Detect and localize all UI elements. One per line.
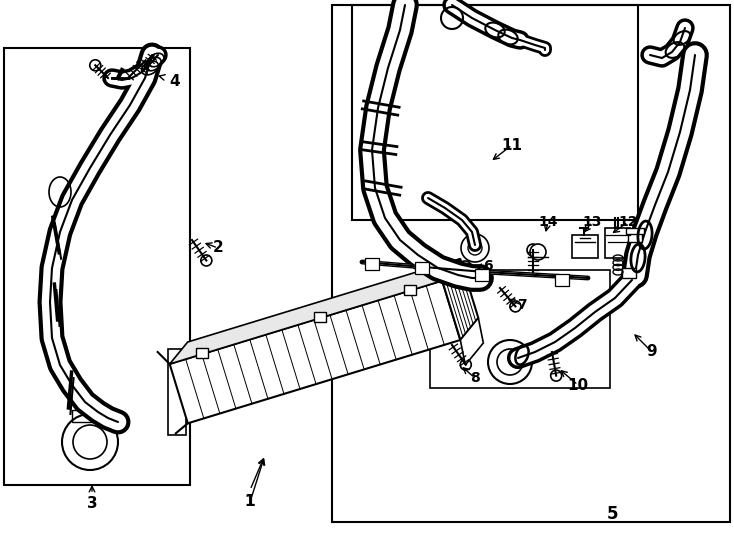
Circle shape xyxy=(406,283,413,290)
Circle shape xyxy=(73,425,107,459)
Circle shape xyxy=(461,264,469,272)
Circle shape xyxy=(497,349,523,375)
Circle shape xyxy=(468,241,482,255)
Circle shape xyxy=(510,301,521,312)
Bar xyxy=(404,285,415,295)
Text: 9: 9 xyxy=(647,345,658,360)
Bar xyxy=(72,410,108,422)
Polygon shape xyxy=(460,318,483,365)
Bar xyxy=(4,48,190,485)
Circle shape xyxy=(527,244,539,256)
Text: 8: 8 xyxy=(470,371,480,385)
Bar xyxy=(628,232,642,242)
Polygon shape xyxy=(442,259,479,340)
Circle shape xyxy=(488,340,532,384)
Circle shape xyxy=(201,255,212,266)
Circle shape xyxy=(148,51,159,60)
Bar xyxy=(626,228,644,234)
Circle shape xyxy=(461,234,489,262)
Bar xyxy=(572,235,598,258)
Circle shape xyxy=(369,261,375,267)
Circle shape xyxy=(62,414,118,470)
Text: 7: 7 xyxy=(517,298,527,312)
Bar xyxy=(313,312,326,322)
Circle shape xyxy=(559,277,565,283)
Circle shape xyxy=(199,347,206,354)
Circle shape xyxy=(141,55,150,65)
Bar xyxy=(555,274,569,286)
Circle shape xyxy=(316,310,323,318)
Polygon shape xyxy=(170,281,460,423)
Circle shape xyxy=(530,244,546,260)
Text: 2: 2 xyxy=(213,240,223,255)
Bar xyxy=(430,270,610,388)
Text: 1: 1 xyxy=(244,495,255,510)
Bar xyxy=(605,228,630,258)
Text: 4: 4 xyxy=(170,75,181,90)
Text: 1: 1 xyxy=(244,495,255,510)
Bar xyxy=(365,258,379,270)
Bar xyxy=(168,349,186,435)
Circle shape xyxy=(458,261,472,275)
Polygon shape xyxy=(170,259,460,364)
Circle shape xyxy=(419,265,425,271)
Bar xyxy=(475,269,489,281)
Text: 3: 3 xyxy=(87,496,98,511)
Bar xyxy=(352,5,638,220)
Text: 13: 13 xyxy=(582,215,602,229)
Circle shape xyxy=(460,359,471,370)
Bar xyxy=(197,348,208,358)
Bar xyxy=(415,262,429,274)
Text: 5: 5 xyxy=(606,505,618,523)
Bar xyxy=(622,268,636,278)
Text: 6: 6 xyxy=(483,259,493,273)
Text: 11: 11 xyxy=(501,138,523,152)
Text: 14: 14 xyxy=(538,215,558,229)
Circle shape xyxy=(550,370,562,381)
Bar xyxy=(332,5,730,522)
Text: 10: 10 xyxy=(567,377,589,393)
Text: 12: 12 xyxy=(618,215,638,229)
Circle shape xyxy=(90,60,101,71)
Circle shape xyxy=(479,272,485,278)
